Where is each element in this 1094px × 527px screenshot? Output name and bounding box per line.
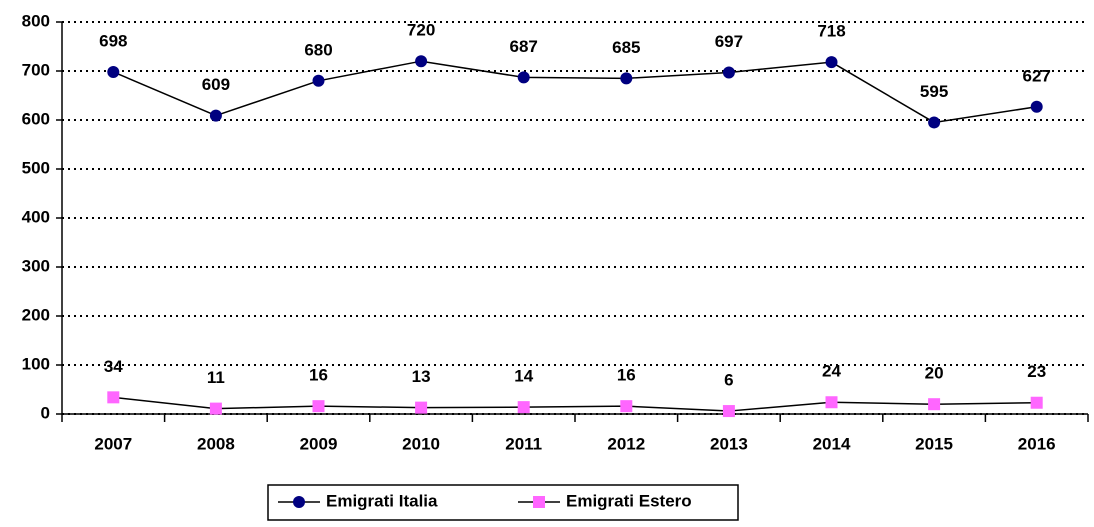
x-tick-label: 2012 xyxy=(607,434,645,453)
x-tick-label: 2010 xyxy=(402,434,440,453)
x-tick-label: 2014 xyxy=(813,434,851,453)
legend-label: Emigrati Italia xyxy=(326,491,438,510)
x-tick-label: 2008 xyxy=(197,434,235,453)
point-marker xyxy=(825,56,838,69)
data-label: 718 xyxy=(817,22,845,41)
point-marker xyxy=(825,396,838,409)
y-tick-label: 200 xyxy=(22,305,50,324)
point-marker xyxy=(517,401,530,414)
data-label: 698 xyxy=(99,31,127,50)
y-tick-label: 0 xyxy=(41,403,50,422)
data-label: 11 xyxy=(207,368,225,387)
legend-label: Emigrati Estero xyxy=(566,491,692,510)
y-tick-label: 600 xyxy=(22,109,50,128)
data-label: 595 xyxy=(920,82,948,101)
point-marker xyxy=(722,66,735,79)
data-label: 685 xyxy=(612,38,640,57)
legend-box xyxy=(267,484,739,521)
point-marker xyxy=(1030,100,1043,113)
point-marker xyxy=(928,398,941,411)
legend-marker xyxy=(533,496,545,508)
series-line xyxy=(113,396,1037,412)
point-marker xyxy=(620,400,633,413)
data-label: 720 xyxy=(407,21,435,40)
data-label: 697 xyxy=(715,32,743,51)
y-tick-label: 300 xyxy=(22,256,50,275)
data-label: 16 xyxy=(617,366,636,385)
data-label: 609 xyxy=(202,75,230,94)
point-marker xyxy=(415,401,428,414)
point-marker xyxy=(209,109,222,122)
y-tick-label: 700 xyxy=(22,60,50,79)
data-label: 680 xyxy=(304,40,332,59)
x-tick-label: 2013 xyxy=(710,434,748,453)
data-label: 627 xyxy=(1023,66,1051,85)
point-marker xyxy=(1030,396,1043,409)
y-tick-label: 800 xyxy=(22,11,50,30)
data-label: 687 xyxy=(510,37,538,56)
data-label: 24 xyxy=(822,362,841,381)
series-line xyxy=(113,60,1037,124)
point-marker xyxy=(415,55,428,68)
data-label: 6 xyxy=(724,371,733,390)
point-marker xyxy=(928,116,941,129)
data-label: 14 xyxy=(514,367,533,386)
point-marker xyxy=(312,400,325,413)
point-marker xyxy=(517,71,530,84)
data-label: 34 xyxy=(104,357,123,376)
data-label: 23 xyxy=(1027,362,1046,381)
point-marker xyxy=(107,65,120,78)
x-tick-label: 2011 xyxy=(505,434,542,453)
point-marker xyxy=(620,72,633,85)
x-tick-label: 2016 xyxy=(1018,434,1056,453)
point-marker xyxy=(722,405,735,418)
x-tick-label: 2007 xyxy=(94,434,132,453)
legend-marker xyxy=(293,496,305,508)
y-tick-label: 400 xyxy=(22,207,50,226)
data-label: 16 xyxy=(309,366,328,385)
x-tick-label: 2009 xyxy=(300,434,338,453)
point-marker xyxy=(312,74,325,87)
y-tick-label: 100 xyxy=(22,354,50,373)
data-label: 20 xyxy=(925,364,944,383)
point-marker xyxy=(107,391,120,404)
x-tick-label: 2015 xyxy=(915,434,953,453)
data-label: 13 xyxy=(412,367,431,386)
y-tick-label: 500 xyxy=(22,158,50,177)
point-marker xyxy=(209,402,222,415)
